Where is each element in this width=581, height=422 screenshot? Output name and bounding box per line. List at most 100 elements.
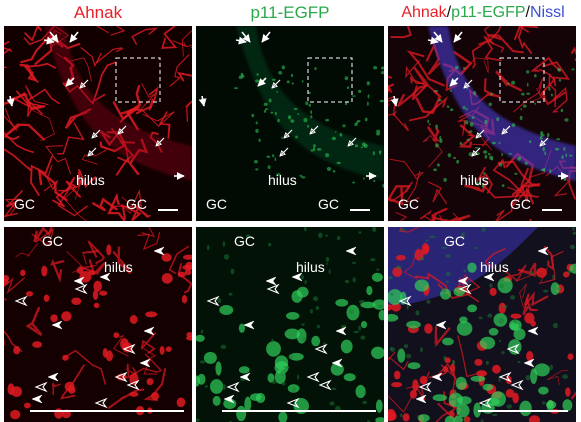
- blood-vessel: [107, 193, 127, 221]
- cell-body: [335, 130, 337, 133]
- cell-body: [344, 76, 349, 81]
- cell-body: [255, 128, 259, 133]
- blood-vessel: [172, 40, 192, 48]
- open-arrowhead-marker: [286, 397, 300, 409]
- cell-body: [445, 280, 450, 284]
- cell-body: [572, 227, 575, 231]
- blood-vessel: [390, 26, 412, 39]
- open-arrow-marker: [118, 125, 127, 134]
- cell-body: [534, 74, 537, 78]
- cell-body: [563, 176, 567, 182]
- cell-body: [497, 277, 513, 294]
- cell-body: [467, 304, 477, 313]
- solid-arrowhead-marker: [523, 358, 535, 368]
- open-arrowhead-marker: [318, 379, 332, 391]
- cell-body: [364, 117, 368, 122]
- blood-vessel: [23, 26, 56, 46]
- cell-body: [399, 413, 403, 418]
- cell-body: [291, 290, 303, 303]
- cell-body: [93, 302, 100, 309]
- cell-body: [542, 401, 546, 405]
- blood-vessel: [112, 101, 141, 121]
- cell-body: [371, 346, 384, 359]
- cell-body: [562, 399, 573, 412]
- cell-body: [514, 172, 518, 175]
- blood-vessel: [411, 66, 429, 101]
- solid-arrowhead-marker: [435, 320, 447, 330]
- solid-arrowhead-marker: [457, 276, 469, 286]
- blood-vessel: [4, 123, 46, 141]
- cell-body: [181, 294, 188, 304]
- open-arrowhead-marker: [478, 397, 492, 409]
- blood-vessel: [52, 382, 61, 395]
- cell-body: [463, 417, 467, 422]
- blood-vessel: [540, 73, 566, 106]
- panel-bottom-ahnak: GC hilus: [4, 227, 192, 422]
- blood-vessel: [25, 85, 49, 106]
- cell-body: [540, 168, 545, 172]
- cell-body: [331, 136, 336, 141]
- cell-body: [428, 123, 431, 126]
- cell-body: [251, 113, 255, 118]
- open-arrow-marker: [310, 125, 319, 134]
- open-arrowhead-marker: [458, 283, 472, 295]
- cell-body: [436, 163, 440, 167]
- open-arrowhead-marker: [314, 343, 328, 355]
- cell-body: [519, 115, 523, 121]
- cell-body: [476, 370, 488, 377]
- blood-vessel: [484, 248, 506, 269]
- cell-body: [488, 102, 492, 107]
- cell-body: [360, 321, 368, 329]
- cell-body: [238, 75, 243, 80]
- cell-body: [307, 124, 310, 128]
- blood-vessel: [87, 240, 105, 265]
- cell-body: [246, 234, 251, 238]
- cell-body: [238, 323, 245, 333]
- blood-vessel: [457, 115, 470, 136]
- cell-body: [483, 150, 488, 154]
- blood-vessel: [471, 39, 490, 69]
- cell-body: [268, 242, 272, 247]
- cell-body: [204, 385, 208, 388]
- cell-body: [290, 73, 294, 78]
- solid-arrowhead-marker: [345, 246, 357, 256]
- blood-vessel: [81, 149, 107, 165]
- cell-body: [426, 299, 431, 304]
- cell-body: [61, 311, 72, 322]
- blood-vessel: [57, 122, 85, 155]
- cell-body: [366, 81, 370, 86]
- cell-body: [540, 131, 544, 135]
- cell-body: [106, 244, 112, 256]
- cell-body: [569, 263, 576, 274]
- cell-body: [250, 393, 262, 401]
- cell-body: [343, 373, 356, 382]
- cell-body: [414, 279, 429, 292]
- cell-body: [524, 161, 528, 165]
- blood-vessel: [487, 34, 524, 54]
- blood-vessel: [24, 26, 42, 42]
- cell-body: [417, 414, 430, 422]
- cell-body: [487, 313, 493, 318]
- cell-body: [313, 146, 316, 152]
- cell-body: [530, 368, 538, 384]
- label-gc-right: GC: [510, 196, 531, 212]
- cell-body: [443, 355, 447, 361]
- blood-vessel: [141, 109, 175, 127]
- cell-body: [332, 170, 336, 173]
- blood-vessel: [495, 202, 514, 221]
- blood-vessel: [96, 47, 124, 64]
- cell-body: [379, 150, 382, 153]
- cell-body: [367, 94, 370, 99]
- cell-body: [567, 353, 574, 360]
- open-arrow-marker: [476, 129, 485, 138]
- cell-body: [435, 124, 438, 129]
- cell-body: [376, 268, 380, 271]
- blood-vessel: [64, 108, 92, 129]
- solid-arrowhead-marker: [537, 246, 549, 256]
- label-gc-right: GC: [318, 196, 339, 212]
- blood-vessel: [43, 165, 59, 192]
- label-hilus: hilus: [104, 259, 133, 275]
- cell-body: [222, 241, 226, 247]
- inset-region-box: [115, 57, 161, 103]
- cell-body: [271, 338, 274, 344]
